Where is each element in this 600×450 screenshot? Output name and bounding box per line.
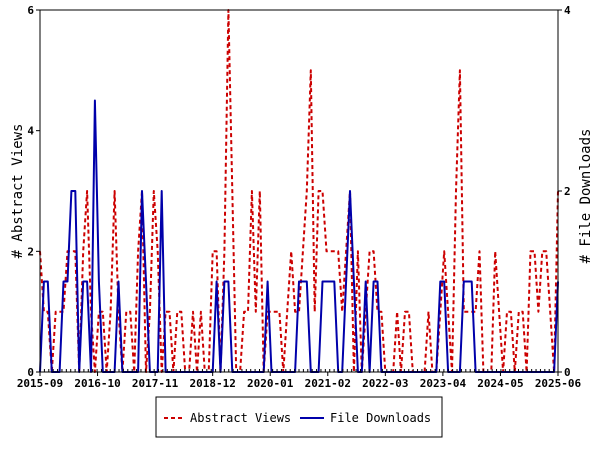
x-tick-label: 2015-09 [17,377,63,390]
x-tick-label: 2022-03 [362,377,408,390]
y-right-tick-label: 4 [564,4,571,17]
y-right-tick-label: 2 [564,185,571,198]
x-tick-label: 2024-05 [477,377,523,390]
y-left-tick-label: 6 [27,4,34,17]
x-tick-label: 2016-10 [74,377,120,390]
axes-layer: 2015-09 2016-10 2017-11 2018-12 2020-01 2021-… [17,4,582,390]
x-tick-label: 2020-01 [247,377,294,390]
legend-box [155,396,443,438]
x-tick-label: 2025-06 [535,377,582,390]
y-left-tick-label: 4 [27,125,34,138]
y-left-axis-title: # Abstract Views [10,124,26,259]
x-tick-label: 2023-04 [420,377,467,390]
y-right-tick-label: 0 [564,366,571,379]
x-tick-label: 2021-02 [305,377,351,390]
x-tick-label: 2017-11 [132,377,179,390]
series-line-file-downloads [39,99,559,373]
y-left-tick-label: 2 [27,245,34,258]
series-line-abstract-views [39,9,559,373]
y-left-tick-label: 0 [27,366,34,379]
legend-label-file-downloads: File Downloads [330,411,431,425]
legend-label-abstract-views: Abstract Views [190,411,291,425]
x-tick-label: 2018-12 [189,377,235,390]
legend: Abstract Views File Downloads [155,396,443,438]
series-layer [39,9,559,373]
y-right-axis-title: # File Downloads [578,129,594,264]
